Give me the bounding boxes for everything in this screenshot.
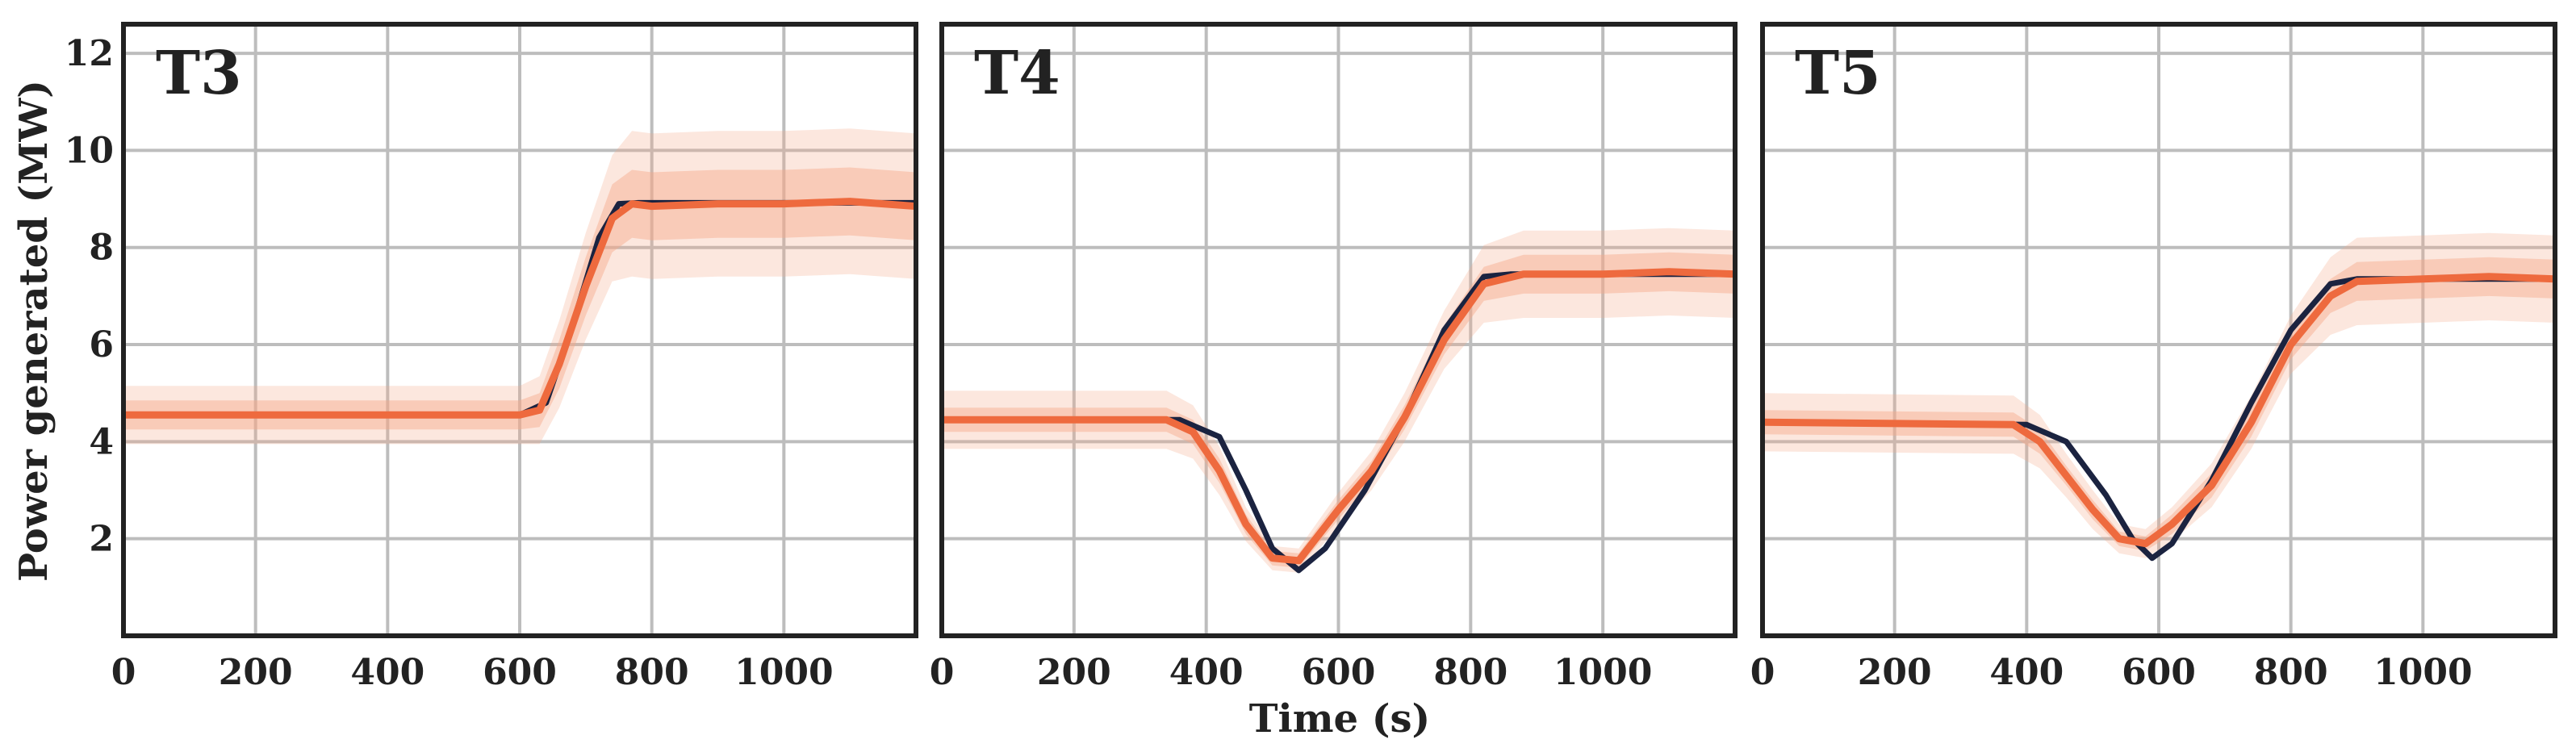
y-tick-label: 10 [65, 130, 114, 171]
x-tick-label: 600 [1302, 652, 1376, 693]
uncertainty-band-outer [1763, 232, 2555, 558]
y-tick-label: 6 [89, 324, 114, 366]
y-tick-label: 8 [89, 228, 114, 269]
estimate-series-line [123, 198, 916, 419]
panel-title: T5 [1795, 39, 1881, 108]
panel-frame [121, 22, 918, 638]
y-tick-label: 2 [89, 519, 114, 560]
x-tick-label: 0 [111, 652, 136, 693]
x-tick-label: 0 [1750, 652, 1775, 693]
x-tick-label: 400 [350, 652, 424, 693]
y-tick-label: 12 [65, 33, 114, 74]
panel-t4: 0 200 400 600 800 1000 T4 [930, 22, 1738, 693]
x-tick-label: 0 [930, 652, 955, 693]
uncertainty-band-inner [123, 167, 916, 430]
y-tick-label: 4 [89, 421, 114, 462]
x-tick-label: 400 [1169, 652, 1244, 693]
reference-series-line [1763, 276, 2555, 562]
x-tick-label: 800 [1433, 652, 1508, 693]
reference-series-line [942, 271, 1735, 574]
plot-area [1763, 232, 2555, 562]
uncertainty-band-outer [942, 228, 1735, 573]
y-axis-title: Power generated (MW) [11, 80, 56, 582]
panel-title: T4 [974, 39, 1060, 108]
x-tick-label: 800 [2254, 652, 2328, 693]
x-tick-label: 600 [483, 652, 557, 693]
panel-frame [939, 22, 1738, 638]
panel-t3: 0 200 400 600 800 1000 2 4 6 8 10 12 T3 [65, 22, 918, 693]
plot-area [942, 228, 1735, 574]
estimate-series-line [942, 268, 1735, 565]
uncertainty-band-inner [1763, 257, 2555, 551]
x-tick-label: 200 [219, 652, 293, 693]
x-axis-title: Time (s) [1249, 696, 1430, 742]
x-tick-label: 1000 [734, 652, 833, 693]
x-tick-label: 1000 [1554, 652, 1652, 693]
x-tick-label: 200 [1037, 652, 1111, 693]
x-tick-label: 200 [1858, 652, 1932, 693]
x-tick-label: 1000 [2373, 652, 2472, 693]
estimate-series-line [1763, 273, 2555, 548]
panel-frame [1760, 22, 2557, 638]
x-tick-label: 600 [2122, 652, 2196, 693]
panel-t5: 0 200 400 600 800 1000 T5 [1750, 22, 2557, 693]
panel-title: T3 [156, 39, 242, 108]
x-tick-label: 800 [615, 652, 689, 693]
plot-area [123, 128, 916, 445]
x-tick-label: 400 [1989, 652, 2064, 693]
